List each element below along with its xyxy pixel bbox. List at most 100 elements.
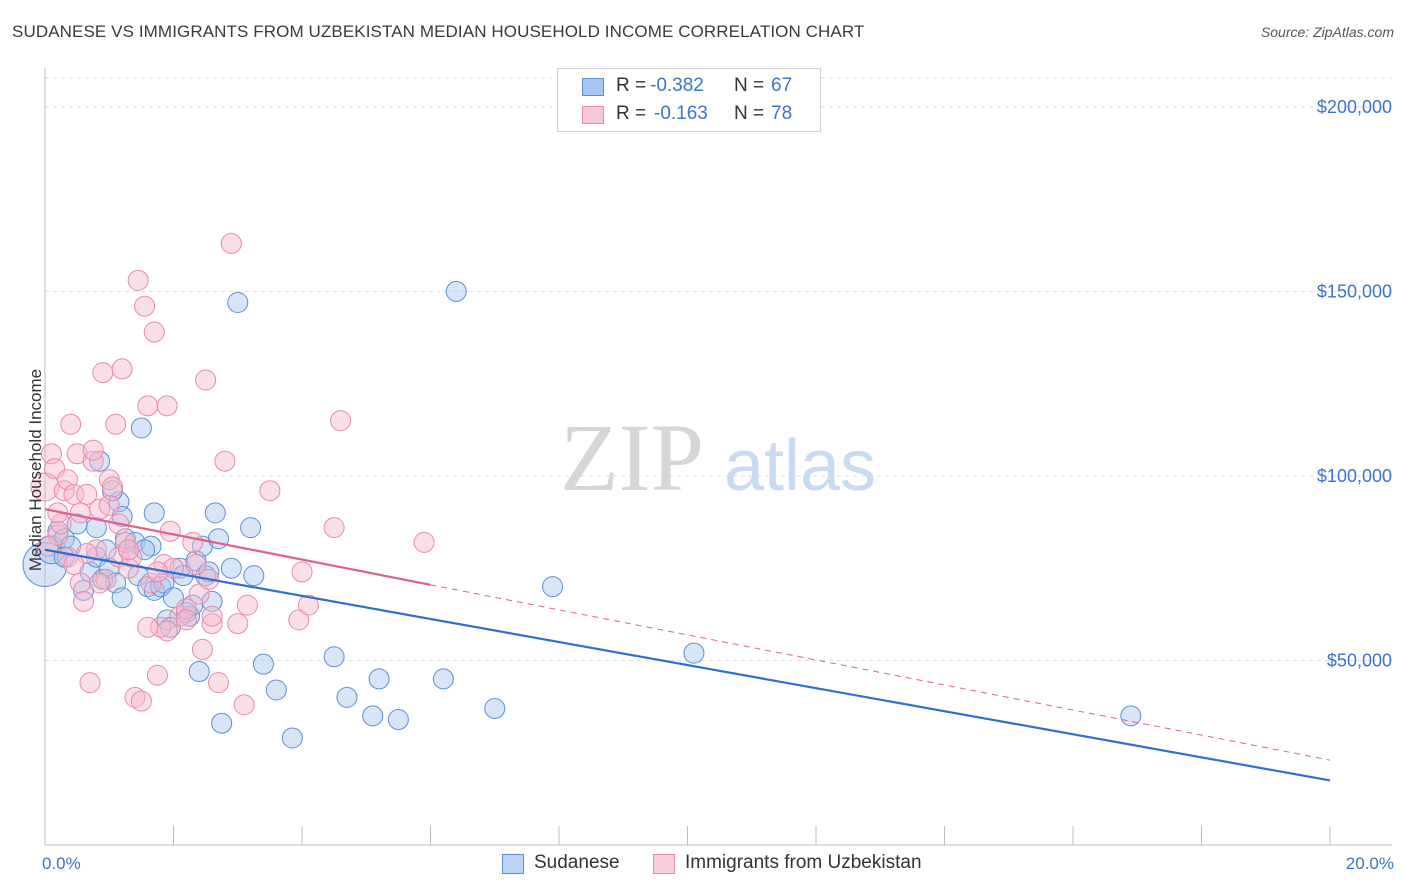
uzbekistan-point-7 [60, 413, 82, 435]
sudanese-point-45 [240, 517, 262, 539]
uzbekistan-point-60 [330, 410, 352, 432]
series-sudanese-points [22, 280, 1142, 749]
sudanese-swatch [582, 78, 604, 96]
y-tick-label-1: $100,000 [1317, 466, 1392, 486]
uzbekistan-point-45 [191, 638, 213, 660]
axes [44, 68, 1392, 846]
uzbekistan-point-0 [30, 472, 60, 502]
uzbekistan-point-51 [220, 232, 242, 254]
uzbekistan-point-69 [118, 539, 140, 561]
sudanese-point-52 [362, 705, 384, 727]
sudanese-point-49 [281, 727, 303, 749]
uzbekistan-point-55 [259, 480, 281, 502]
chart-title: SUDANESE VS IMMIGRANTS FROM UZBEKISTAN M… [12, 22, 865, 41]
sudanese-point-38 [198, 561, 220, 583]
n-value: 67 [771, 75, 793, 96]
uzbekistan-point-53 [233, 694, 255, 716]
uzbekistan-point-71 [156, 620, 178, 642]
sudanese-point-39 [201, 590, 223, 612]
chart-source: Source: ZipAtlas.com [1260, 24, 1394, 40]
uzbekistan-point-29 [130, 690, 152, 712]
sudanese-point-63 [143, 502, 165, 524]
uzbekistan-point-57 [291, 561, 313, 583]
uzbekistan-point-76 [201, 605, 223, 627]
sudanese-point-58 [542, 576, 564, 598]
uzbekistan-point-42 [182, 531, 204, 553]
uzbekistan-trend-extension [430, 584, 1331, 761]
stats-row-uzbekistan: R = -0.163 N = 78 [558, 101, 820, 127]
trend-lines [44, 508, 1331, 782]
stats-legend: R = -0.382 N = 67 R = -0.163 N = 78 [557, 68, 821, 132]
x-tick-label-0: 0.0% [42, 854, 81, 873]
x-tick-label-1: 20.0% [1346, 854, 1394, 873]
sudanese-point-1 [36, 535, 66, 565]
sudanese-point-0 [22, 542, 68, 588]
uzbekistan-point-54 [236, 594, 258, 616]
uzbekistan-point-14 [82, 450, 104, 472]
sudanese-point-10 [89, 450, 111, 472]
sudanese-point-44 [227, 292, 249, 313]
sudanese-point-47 [252, 653, 274, 675]
r-value: -0.163 [654, 103, 708, 124]
uzbekistan-point-8 [63, 483, 85, 505]
uzbekistan-point-72 [175, 609, 197, 631]
sudanese-point-54 [387, 709, 409, 731]
r-label: R = [616, 75, 647, 96]
uzbekistan-point-11 [73, 590, 95, 612]
sudanese-point-43 [220, 557, 242, 579]
uzbekistan-point-37 [156, 395, 178, 417]
sudanese-point-66 [134, 539, 156, 561]
r-label: R = [616, 103, 647, 124]
sudanese-point-57 [484, 697, 506, 719]
uzbekistan-point-18 [95, 568, 117, 590]
sudanese-point-9 [85, 517, 107, 539]
r-value: -0.382 [650, 75, 704, 96]
y-tick-label-2: $150,000 [1317, 281, 1392, 301]
uzbekistan-point-13 [79, 672, 101, 694]
y-tick-labels: $50,000 $100,000 $150,000 $200,000 [1317, 97, 1392, 671]
uzbekistan-point-73 [63, 554, 85, 576]
sudanese-point-35 [188, 661, 210, 683]
uzbekistan-point-35 [150, 616, 172, 638]
uzbekistan-point-17 [92, 362, 114, 384]
uzbekistan-point-50 [214, 450, 236, 472]
sudanese-point-46 [243, 565, 265, 587]
sudanese-point-50 [323, 646, 345, 668]
uzbekistan-point-58 [297, 594, 319, 616]
n-value: 78 [771, 103, 793, 124]
legend-label-uzbekistan: Immigrants from Uzbekistan [685, 852, 922, 873]
uzbekistan-point-20 [101, 476, 123, 498]
uzbekistan-point-59 [323, 517, 345, 539]
n-label: N = [734, 103, 765, 124]
uzbekistan-point-41 [175, 598, 197, 620]
sudanese-point-55 [432, 668, 454, 690]
uzbekistan-point-56 [288, 609, 310, 631]
uzbekistan-point-32 [140, 572, 162, 594]
y-tick-label-0: $50,000 [1327, 650, 1392, 670]
sudanese-point-48 [265, 679, 287, 701]
sudanese-point-51 [336, 686, 358, 708]
sudanese-point-59 [683, 642, 705, 664]
sudanese-point-26 [153, 572, 175, 594]
uzbekistan-point-67 [98, 494, 120, 516]
uzbekistan-swatch [582, 106, 604, 124]
sudanese-point-21 [130, 417, 152, 439]
uzbekistan-point-31 [137, 395, 159, 417]
sudanese-point-14 [111, 587, 133, 609]
sudanese-trend-line [44, 548, 1331, 782]
uzbekistan-point-10 [69, 572, 91, 594]
uzbekistan-point-61 [413, 531, 435, 553]
uzbekistan-point-30 [134, 295, 156, 317]
uzbekistan-legend-swatch [653, 854, 675, 874]
uzbekistan-point-27 [124, 686, 146, 708]
uzbekistan-point-66 [82, 439, 104, 461]
uzbekistan-point-28 [127, 269, 149, 291]
sudanese-point-22 [137, 576, 159, 598]
stats-row-sudanese: R = -0.382 N = 67 [558, 73, 820, 99]
sudanese-point-56 [445, 280, 467, 302]
uzbekistan-point-12 [76, 483, 98, 505]
n-label: N = [734, 75, 765, 96]
x-tick-labels: 0.0% 20.0% [42, 854, 1394, 873]
sudanese-point-42 [211, 712, 233, 734]
